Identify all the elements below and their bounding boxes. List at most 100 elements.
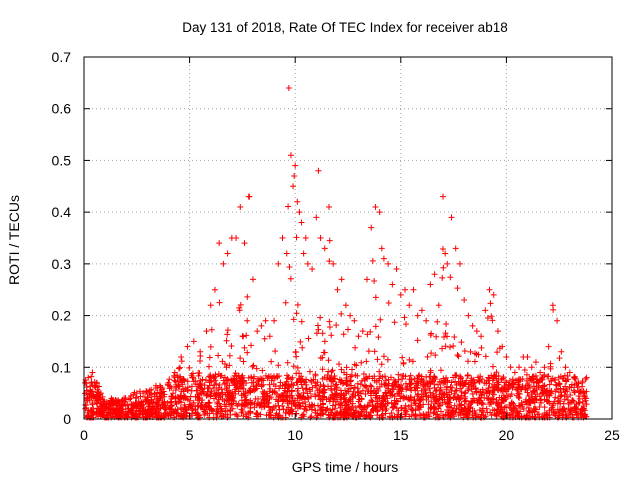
data-point xyxy=(170,372,177,379)
data-point xyxy=(166,376,173,383)
data-point xyxy=(254,328,261,335)
data-point xyxy=(264,392,271,399)
data-point xyxy=(423,412,430,419)
data-point xyxy=(461,381,468,388)
data-point xyxy=(281,385,288,392)
data-point xyxy=(355,388,362,395)
data-point xyxy=(165,412,172,419)
data-point xyxy=(428,350,435,357)
data-point xyxy=(407,372,414,379)
data-point xyxy=(239,377,246,384)
data-point xyxy=(500,398,507,405)
data-point xyxy=(284,359,291,366)
data-point xyxy=(464,372,471,379)
data-point xyxy=(321,394,328,401)
data-point xyxy=(382,410,389,417)
data-point xyxy=(246,387,253,394)
data-point xyxy=(293,370,300,377)
data-point xyxy=(266,333,273,340)
x-tick-label: 0 xyxy=(80,427,88,443)
data-point xyxy=(416,412,423,419)
data-point xyxy=(198,382,205,389)
data-point xyxy=(484,315,491,322)
data-point xyxy=(463,408,470,415)
data-point xyxy=(428,330,435,337)
data-point xyxy=(523,371,530,378)
data-point xyxy=(317,314,324,321)
data-point xyxy=(220,377,227,384)
data-point xyxy=(223,364,230,371)
y-tick-label: 0.2 xyxy=(52,308,72,324)
data-point xyxy=(321,245,328,252)
data-point xyxy=(444,333,451,340)
data-point xyxy=(408,387,415,394)
data-point xyxy=(424,353,431,360)
data-point xyxy=(359,387,366,394)
data-point xyxy=(457,385,464,392)
data-point xyxy=(465,358,472,365)
data-point xyxy=(469,322,476,329)
data-point xyxy=(118,403,125,410)
data-point xyxy=(347,312,354,319)
data-point xyxy=(476,407,483,414)
data-point xyxy=(557,385,564,392)
data-point xyxy=(96,383,103,390)
data-point xyxy=(473,328,480,335)
data-point xyxy=(367,412,374,419)
data-point xyxy=(188,387,195,394)
data-point xyxy=(362,375,369,382)
data-point xyxy=(468,386,475,393)
data-point xyxy=(566,369,573,376)
data-point xyxy=(541,372,548,379)
data-point xyxy=(420,411,427,418)
data-point xyxy=(283,393,290,400)
data-point xyxy=(300,411,307,418)
data-point xyxy=(406,302,413,309)
data-point xyxy=(202,377,209,384)
data-point xyxy=(492,373,499,380)
data-point xyxy=(242,397,249,404)
data-point xyxy=(361,376,368,383)
data-point xyxy=(444,260,451,267)
data-point xyxy=(475,374,482,381)
data-point xyxy=(400,360,407,367)
data-point xyxy=(420,393,427,400)
data-point xyxy=(308,413,315,420)
data-point xyxy=(137,393,144,400)
data-point xyxy=(407,394,414,401)
data-point xyxy=(238,409,245,416)
data-point xyxy=(366,373,373,380)
data-point xyxy=(434,318,441,325)
data-point xyxy=(324,405,331,412)
data-point xyxy=(130,401,137,408)
data-point xyxy=(305,335,312,342)
data-point xyxy=(303,381,310,388)
data-point xyxy=(293,310,300,317)
data-point xyxy=(351,317,358,324)
data-point xyxy=(309,266,316,273)
data-point xyxy=(276,385,283,392)
y-tick-label: 0.5 xyxy=(52,152,72,168)
data-point xyxy=(343,377,350,384)
data-point xyxy=(100,411,107,418)
data-point xyxy=(315,167,322,174)
data-point xyxy=(579,398,586,405)
data-point xyxy=(427,405,434,412)
data-point xyxy=(186,364,193,371)
data-point xyxy=(114,413,121,420)
data-point xyxy=(154,406,161,413)
data-point xyxy=(294,387,301,394)
data-point xyxy=(472,411,479,418)
data-point xyxy=(547,389,554,396)
data-point xyxy=(287,275,294,282)
data-point xyxy=(290,316,297,323)
data-point xyxy=(500,374,507,381)
data-point xyxy=(137,410,144,417)
data-point xyxy=(554,406,561,413)
data-point xyxy=(268,358,275,365)
data-point xyxy=(317,403,324,410)
data-point xyxy=(401,394,408,401)
data-point xyxy=(516,364,523,371)
data-point xyxy=(408,412,415,419)
data-point xyxy=(114,397,121,404)
